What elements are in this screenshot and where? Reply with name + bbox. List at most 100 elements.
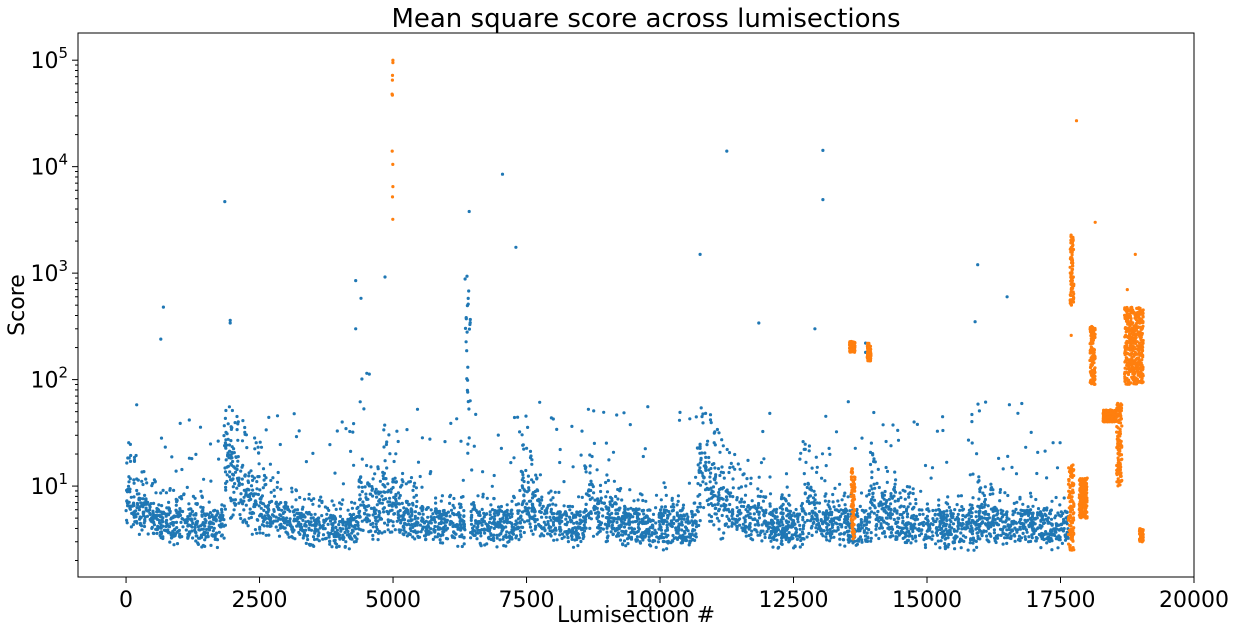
inlier-point [768, 411, 772, 415]
inlier-point [675, 537, 680, 542]
inlier-point [934, 542, 938, 546]
inlier-point [393, 476, 397, 480]
inlier-point [272, 488, 276, 492]
inlier-point [409, 518, 413, 522]
inlier-point [304, 541, 308, 546]
inlier-point [1005, 541, 1009, 546]
inlier-point [209, 543, 213, 548]
inlier-point [307, 510, 311, 515]
inlier-point [757, 516, 762, 520]
inlier-point [604, 441, 609, 445]
inlier-point [1034, 497, 1038, 502]
inlier-point [492, 517, 496, 521]
inlier-outlier-point [973, 320, 977, 324]
inlier-point [922, 520, 926, 524]
inlier-point [775, 507, 779, 511]
inlier-point [341, 498, 345, 502]
inlier-point [1060, 541, 1064, 546]
inlier-point [867, 489, 872, 493]
inlier-point [763, 535, 767, 540]
inlier-point [803, 482, 807, 486]
inlier-point [392, 495, 397, 500]
inlier-point [312, 544, 316, 549]
inlier-point [656, 540, 661, 544]
inlier-point [261, 467, 266, 471]
inlier-point [895, 511, 899, 515]
inlier-point [779, 532, 784, 536]
inlier-point [826, 531, 830, 535]
inlier-point [469, 518, 473, 523]
inlier-point [313, 512, 317, 516]
inlier-point [232, 508, 236, 512]
inlier-point [757, 512, 761, 517]
inlier-point [231, 498, 235, 502]
inlier-point [267, 415, 271, 419]
inlier-point [842, 494, 846, 498]
inlier-point [1027, 540, 1031, 544]
inlier-point [660, 512, 664, 516]
inlier-point [952, 540, 957, 545]
inlier-point [286, 505, 290, 509]
inlier-point [317, 516, 321, 520]
inlier-point [1050, 499, 1054, 503]
inlier-point [197, 528, 201, 532]
inlier-point [678, 410, 682, 414]
inlier-point [820, 476, 824, 480]
inlier-point [207, 500, 211, 504]
inlier-point [704, 482, 708, 486]
inlier-point [570, 505, 575, 509]
inlier-point [469, 509, 473, 514]
inlier-point [831, 500, 835, 504]
inlier-point [323, 527, 327, 531]
inlier-point [272, 508, 276, 512]
inlier-point [709, 421, 713, 425]
inlier-point [341, 523, 345, 527]
inlier-point [371, 525, 375, 529]
inlier-point [445, 520, 449, 524]
inlier-point [905, 540, 909, 545]
inlier-point [977, 528, 982, 532]
inlier-point [152, 501, 156, 505]
inlier-point [956, 527, 961, 531]
inlier-point [338, 514, 342, 519]
inlier-point [394, 480, 398, 484]
inlier-outlier-point [821, 148, 825, 152]
inlier-point [504, 544, 508, 548]
inlier-point [357, 511, 361, 515]
inlier-point [995, 522, 999, 526]
inlier-point [191, 536, 195, 540]
inlier-point [631, 515, 635, 519]
inlier-point [475, 537, 479, 541]
inlier-point [311, 516, 315, 520]
inlier-point [200, 494, 204, 498]
inlier-point [806, 481, 810, 485]
inlier-point [481, 520, 485, 524]
inlier-point [1028, 491, 1033, 495]
inlier-point [260, 501, 264, 505]
inlier-point [709, 471, 713, 475]
inlier-point [959, 531, 963, 535]
inlier-point [256, 445, 260, 449]
inlier-point [679, 523, 683, 527]
inlier-point [832, 505, 836, 509]
inlier-point [243, 474, 247, 478]
inlier-point [799, 538, 803, 543]
inlier-point [244, 503, 248, 507]
inlier-point [911, 491, 915, 496]
inlier-point [884, 465, 888, 470]
inlier-point [697, 523, 701, 528]
inlier-point [231, 459, 235, 464]
inlier-point [391, 524, 395, 528]
inlier-point [935, 526, 939, 530]
inlier-point [763, 521, 767, 525]
inlier-point [212, 509, 216, 513]
inlier-point [357, 485, 361, 489]
inlier-point [493, 508, 497, 513]
inlier-point [440, 494, 444, 498]
inlier-point [659, 498, 663, 502]
inlier-point [377, 499, 381, 503]
inlier-point [382, 445, 386, 449]
inlier-point [874, 527, 878, 531]
inlier-point [631, 508, 635, 512]
inlier-point [367, 372, 371, 376]
